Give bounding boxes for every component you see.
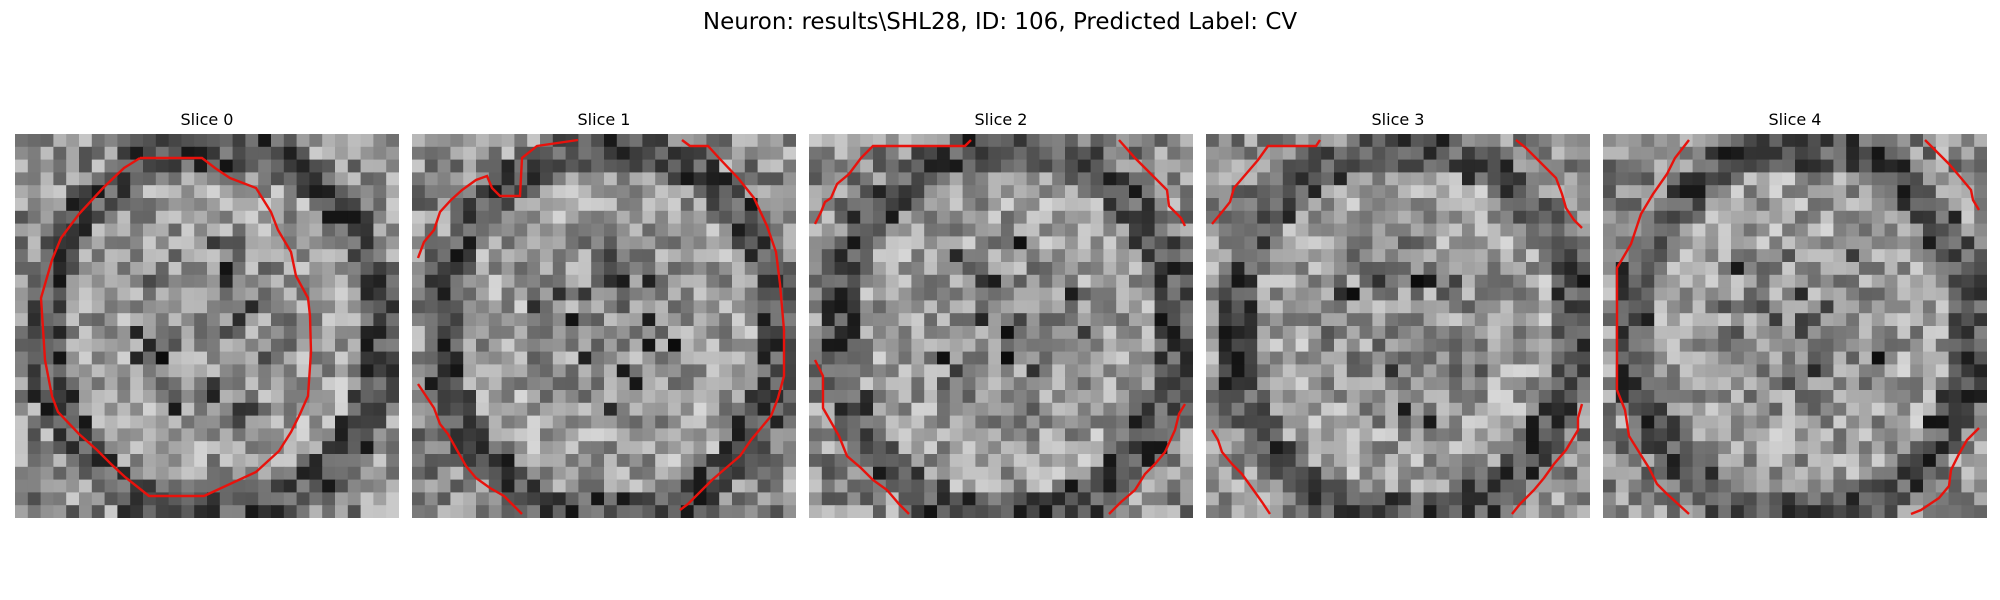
slice-image [809,134,1193,518]
slice-title: Slice 2 [974,110,1028,129]
slice-image [1206,134,1590,518]
slice-image [1603,134,1987,518]
slice-image [15,134,399,518]
slice-title: Slice 3 [1371,110,1425,129]
slice-image [412,134,796,518]
slice-title: Slice 4 [1768,110,1822,129]
slice-title: Slice 0 [180,110,234,129]
figure-title: Neuron: results\SHL28, ID: 106, Predicte… [702,9,1298,35]
slice-title: Slice 1 [577,110,631,129]
